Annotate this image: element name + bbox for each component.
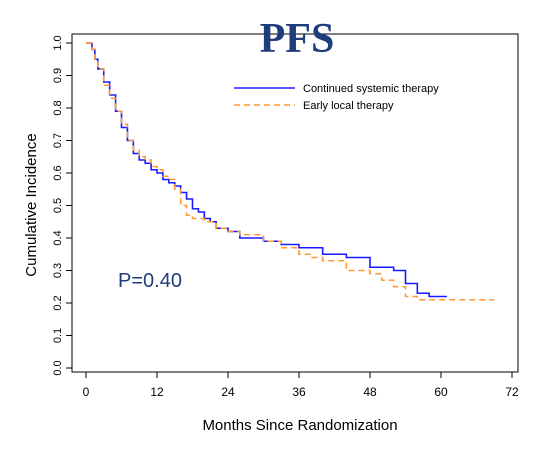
x-tick-label: 12 (150, 385, 164, 399)
x-axis-label: Months Since Randomization (202, 417, 397, 434)
plot-frame (71, 33, 519, 373)
y-tick-label: 0.6 (52, 165, 64, 180)
y-tick-label: 0.0 (52, 360, 64, 375)
y-tick-label: 0.4 (52, 230, 64, 245)
p-value-annotation: P=0.40 (118, 270, 182, 292)
y-tick-label: 0.8 (52, 100, 64, 115)
y-tick-label: 1.0 (52, 35, 64, 50)
series-line-1 (86, 42, 447, 298)
y-tick-label: 0.5 (52, 198, 64, 213)
series-line-2 (86, 42, 495, 301)
legend-label-1: Continued systemic therapy (303, 83, 439, 95)
y-tick-label: 0.1 (52, 328, 64, 343)
legend-label-2: Early local therapy (303, 100, 394, 112)
y-tick-label: 0.7 (52, 133, 64, 148)
y-axis-label: Cumulative Incidence (23, 133, 40, 276)
x-tick-label: 72 (505, 385, 519, 399)
plot-area (86, 42, 495, 301)
chart-title: PFS (260, 16, 335, 62)
y-tick-label: 0.9 (52, 68, 64, 83)
x-tick-label: 36 (292, 385, 306, 399)
y-tick-label: 0.3 (52, 263, 64, 278)
x-tick-label: 24 (221, 385, 235, 399)
x-tick-label: 0 (83, 385, 90, 399)
axes: 0 12 24 36 48 60 72 0.0 0.1 0.2 0.3 0.4 0.5 0.6 0.7 0.8… (52, 33, 519, 399)
x-tick-label: 60 (434, 385, 448, 399)
y-tick-label: 0.2 (52, 295, 64, 310)
legend: Continued systemic therapy Early local th… (234, 83, 439, 112)
x-tick-label: 48 (363, 385, 377, 399)
